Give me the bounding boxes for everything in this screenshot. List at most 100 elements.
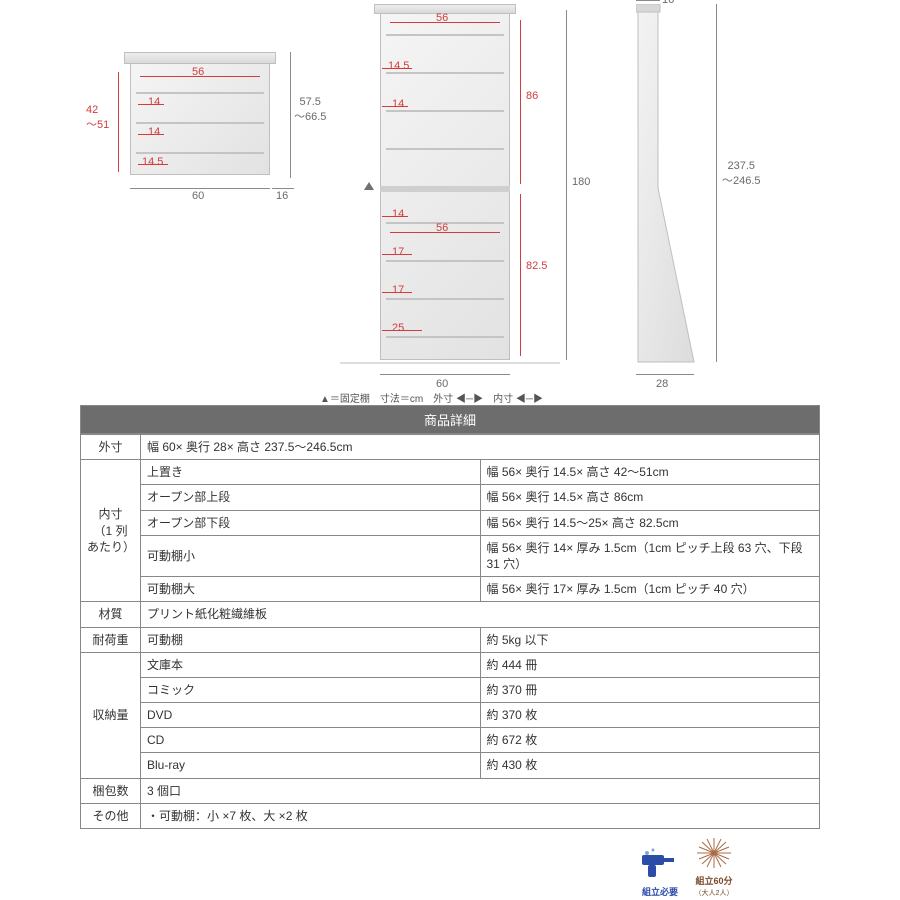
- row-value: 約 370 冊: [480, 677, 820, 702]
- time-sub: （大人2人）: [695, 890, 734, 897]
- row-value: 幅 56× 奥行 14× 厚み 1.5cm（1cm ピッチ上段 63 穴、下段 …: [480, 535, 820, 576]
- dim-label: 42 〜51: [86, 104, 109, 132]
- dim-label: 28: [656, 378, 668, 390]
- shelf-line: [386, 298, 504, 300]
- row-subkey: Blu-ray: [141, 753, 481, 778]
- dim-arrow: [290, 52, 291, 178]
- dim-arrow: [380, 374, 510, 375]
- fixed-shelf: [380, 186, 510, 192]
- dim-arrow: [566, 10, 567, 360]
- shelf-line: [386, 34, 504, 36]
- dim-label: 14: [148, 126, 160, 138]
- shelf-line: [386, 110, 504, 112]
- assembly-required: 組立必要: [640, 847, 680, 898]
- spec-table-wrap: 商品詳細 外寸 幅 60× 奥行 28× 高さ 237.5〜246.5cm 内寸…: [80, 405, 820, 829]
- dim-label: 14.5: [388, 60, 409, 72]
- dim-label: 237.5 〜246.5: [722, 160, 761, 188]
- row-subkey: 可動棚大: [141, 577, 481, 602]
- shelf-line: [386, 148, 504, 150]
- dim-label: 180: [572, 176, 590, 188]
- row-value: 約 5kg 以下: [480, 627, 820, 652]
- dim-label: 60: [192, 190, 204, 202]
- dim-label: 86: [526, 90, 538, 102]
- dim-label: 57.5 〜66.5: [294, 96, 326, 124]
- dim-label: 14: [392, 98, 404, 110]
- drill-icon: [640, 847, 680, 881]
- dim-arrow: [636, 0, 660, 1]
- row-value: 幅 56× 奥行 14.5× 高さ 42〜51cm: [480, 460, 820, 485]
- row-label: 収納量: [81, 652, 141, 778]
- dim-label: 16: [276, 190, 288, 202]
- shelf-line: [136, 152, 264, 154]
- row-value: 約 430 枚: [480, 753, 820, 778]
- row-value: 約 444 冊: [480, 652, 820, 677]
- row-label: 材質: [81, 602, 141, 627]
- dim-label: 60: [436, 378, 448, 390]
- row-value: 幅 60× 奥行 28× 高さ 237.5〜246.5cm: [141, 435, 820, 460]
- row-value: 幅 56× 奥行 14.5〜25× 高さ 82.5cm: [480, 510, 820, 535]
- assembly-time: 組立60分 （大人2人）: [694, 836, 734, 898]
- dim-arrow: [138, 104, 164, 105]
- dim-arrow: [716, 4, 717, 362]
- spec-title: 商品詳細: [80, 405, 820, 434]
- legend: ▲＝固定棚 寸法＝cm 外寸 ◀─▶ 内寸 ◀─▶: [320, 390, 543, 405]
- dim-label: 14: [392, 208, 404, 220]
- dim-label: 17: [392, 246, 404, 258]
- row-subkey: 可動棚: [141, 627, 481, 652]
- dim-arrow: [130, 188, 270, 189]
- assembly-info: 組立必要 組立60分: [640, 836, 734, 898]
- assembly-time-label: 組立60分 （大人2人）: [694, 874, 734, 898]
- row-subkey: コミック: [141, 677, 481, 702]
- dim-arrow: [138, 164, 168, 165]
- dim-label: 56: [436, 222, 448, 234]
- assembly-label: 組立必要: [640, 885, 680, 898]
- dim-label: 16: [662, 0, 674, 6]
- row-value: ・可動棚：小 ×7 枚、大 ×2 枚: [141, 803, 820, 828]
- dim-arrow: [382, 292, 412, 293]
- row-subkey: 可動棚小: [141, 535, 481, 576]
- dim-arrow: [382, 216, 408, 217]
- shelf-line: [386, 336, 504, 338]
- dim-arrow: [382, 254, 412, 255]
- spec-table: 外寸 幅 60× 奥行 28× 高さ 237.5〜246.5cm 内寸 （1 列…: [80, 434, 820, 829]
- row-value: 約 370 枚: [480, 703, 820, 728]
- dim-arrow: [118, 72, 119, 172]
- dimension-diagram: 56 14 14 14.5 42 〜51 57.5 〜66.5 60 16 56…: [80, 0, 820, 400]
- row-label: 梱包数: [81, 778, 141, 803]
- dim-arrow: [382, 330, 422, 331]
- dim-arrow: [382, 68, 412, 69]
- dim-arrow: [520, 20, 521, 184]
- row-value: 約 672 枚: [480, 728, 820, 753]
- row-subkey: 上置き: [141, 460, 481, 485]
- floor-line: [340, 362, 560, 364]
- dim-arrow: [520, 194, 521, 356]
- dim-label: 25: [392, 322, 404, 334]
- row-label: 内寸 （1 列 あたり）: [81, 460, 141, 602]
- dim-label: 56: [192, 66, 204, 78]
- dim-label: 56: [436, 12, 448, 24]
- row-value: 幅 56× 奥行 17× 厚み 1.5cm（1cm ピッチ 40 穴）: [480, 577, 820, 602]
- shelf-line: [386, 72, 504, 74]
- row-label: 外寸: [81, 435, 141, 460]
- dim-label: 82.5: [526, 260, 547, 272]
- row-label: 耐荷重: [81, 627, 141, 652]
- row-subkey: CD: [141, 728, 481, 753]
- fixed-shelf-marker: [364, 182, 374, 190]
- dim-arrow: [138, 134, 164, 135]
- row-value: プリント紙化粧繊維板: [141, 602, 820, 627]
- dim-arrow: [382, 106, 408, 107]
- shelf-line: [136, 122, 264, 124]
- dim-label: 14.5: [142, 156, 163, 168]
- row-subkey: オープン部上段: [141, 485, 481, 510]
- shelf-line: [136, 92, 264, 94]
- row-value: 幅 56× 奥行 14.5× 高さ 86cm: [480, 485, 820, 510]
- row-value: 3 個口: [141, 778, 820, 803]
- dim-arrow: [272, 188, 294, 189]
- top-board: [124, 52, 276, 64]
- side-view: [636, 4, 696, 364]
- dim-label: 14: [148, 96, 160, 108]
- row-label: その他: [81, 803, 141, 828]
- burst-icon: [694, 836, 734, 870]
- shelf-line: [386, 260, 504, 262]
- time-main: 組立60分: [695, 876, 732, 886]
